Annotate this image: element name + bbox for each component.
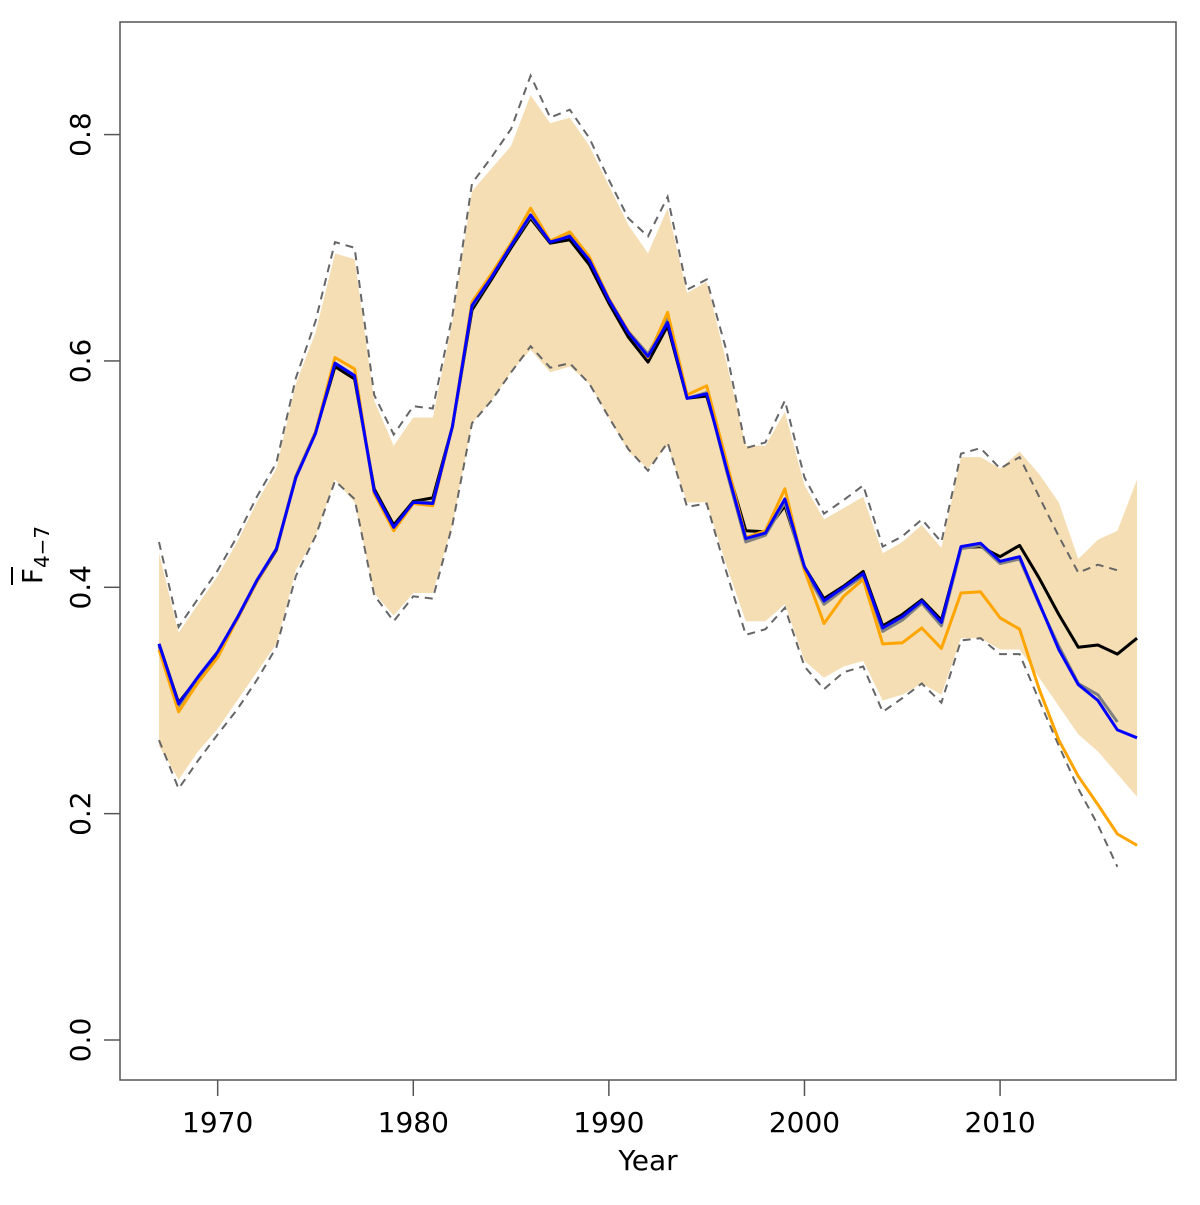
y-axis-title: F4−7: [16, 526, 54, 584]
x-tick-label: 1970: [182, 1106, 253, 1139]
bound-line-upper: [158, 73, 1118, 630]
x-axis-title: Year: [617, 1144, 678, 1177]
x-tick-label: 2010: [964, 1106, 1035, 1139]
confidence-band: [159, 95, 1137, 797]
y-tick-label: 0.2: [64, 791, 97, 836]
y-axis: 0.0 0.2 0.4 0.6 0.8: [64, 112, 120, 1062]
bound-line-lower: [158, 344, 1119, 868]
y-tick-label: 0.0: [64, 1018, 97, 1063]
band-area: [159, 95, 1137, 797]
x-axis: 1970 1980 1990 2000 2010: [182, 1080, 1036, 1139]
x-tick-label: 1990: [573, 1106, 644, 1139]
plot-frame: [119, 21, 1177, 1081]
y-tick-label: 0.8: [64, 112, 97, 157]
y-axis-title-main: F: [16, 568, 49, 584]
series-line-4: [157, 213, 1138, 740]
series-lines: [157, 206, 1138, 847]
y-axis-title-subscript: 4−7: [30, 526, 54, 568]
y-tick-label: 0.4: [64, 565, 97, 610]
x-tick-label: 1980: [378, 1106, 449, 1139]
y-tick-label: 0.6: [64, 339, 97, 384]
bound-lines: [158, 73, 1119, 868]
x-tick-label: 2000: [769, 1106, 840, 1139]
